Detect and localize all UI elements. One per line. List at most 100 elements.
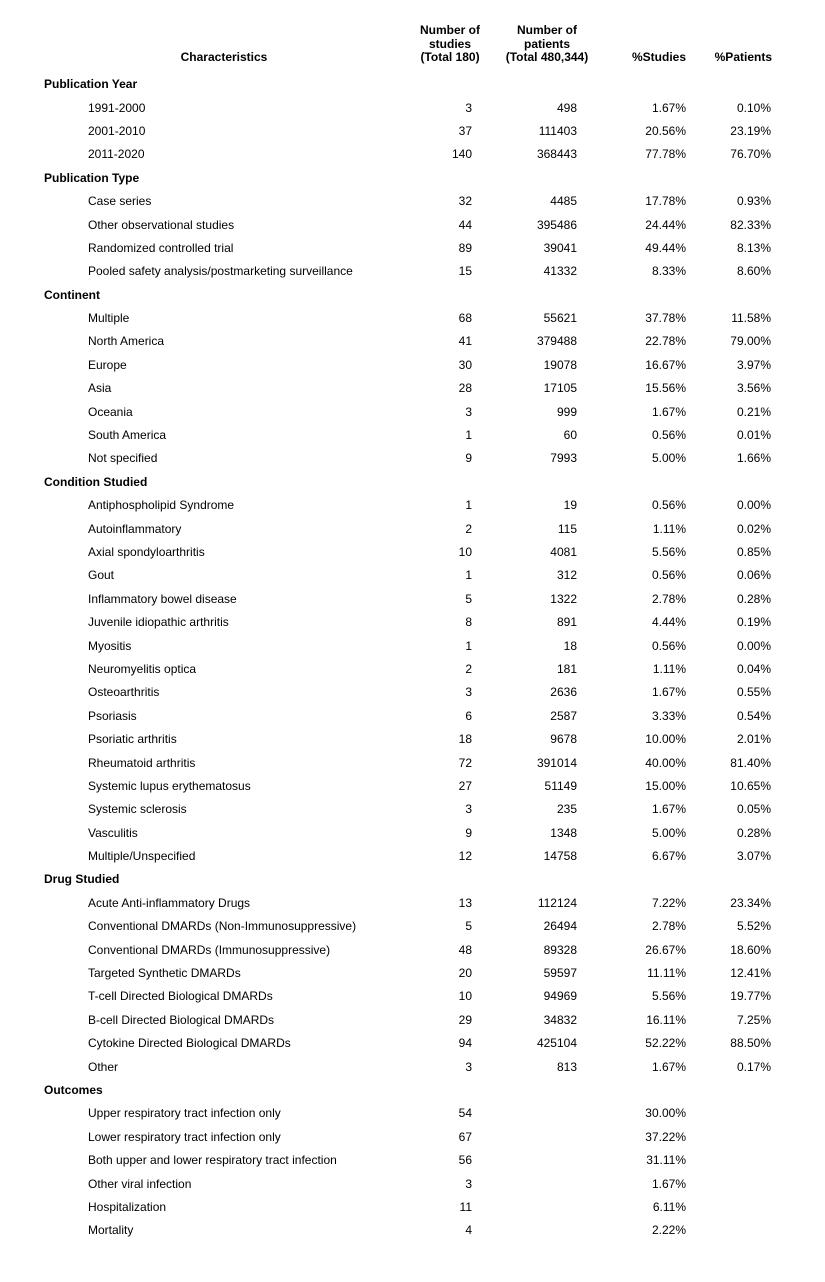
pct-patients: 0.85% (736, 545, 771, 559)
pct-patients: 3.07% (736, 849, 771, 864)
patients-count: 999 (556, 404, 577, 419)
pct-studies: 7.22% (651, 895, 686, 910)
studies-count: 27 (458, 778, 472, 793)
pct-patients: 0.28% (736, 591, 771, 606)
table-row: T-cell Directed Biological DMARDs 10 94969… (44, 985, 774, 1008)
table-row: Systemic lupus erythematosus 27 51149 15.00… (44, 774, 774, 797)
pct-studies: 11.11% (647, 966, 686, 981)
pct-patients: 76.70% (730, 147, 771, 162)
table-row: Neuromyelitis optica 2 181 1.11% 0.04% (44, 657, 774, 680)
patients-count: 17105 (543, 381, 577, 396)
row-label: Other observational studies (88, 217, 235, 232)
table-row: Conventional DMARDs (Non-Immunosuppressi… (44, 915, 774, 938)
section-title: Publication Type (44, 170, 140, 185)
pct-patients: 0.02% (736, 521, 771, 536)
col-header-pct-patients: %Patients (714, 50, 772, 64)
table-row: Conventional DMARDs (Immunosuppressive) 4… (44, 938, 774, 961)
table-row: Other observational studies 44 395486 24.44… (44, 213, 774, 236)
header-row: Characteristics Number of studies (Total… (44, 23, 774, 73)
row-label: Cytokine Directed Biological DMARDs (88, 1036, 291, 1051)
patients-count: 59597 (543, 966, 577, 981)
pct-studies: 22.78% (645, 334, 686, 349)
characteristics-table: Characteristics Number of studies (Total… (44, 23, 774, 1242)
table-row: Both upper and lower respiratory tract i… (44, 1148, 774, 1171)
pct-patients: 0.00% (736, 498, 771, 513)
patients-count: 19078 (543, 357, 577, 372)
table-row: Autoinflammatory 2 115 1.11% 0.02% (44, 517, 774, 540)
studies-count: 11 (459, 1199, 472, 1214)
row-label: 1991-2000 (88, 100, 146, 115)
studies-count: 10 (458, 545, 472, 559)
studies-count: 37 (458, 123, 472, 138)
studies-count: 41 (458, 334, 472, 349)
pct-studies: 31.11% (646, 1153, 686, 1168)
patients-count: 2587 (550, 708, 577, 723)
row-label: Hospitalization (88, 1199, 167, 1214)
row-label: Antiphospholipid Syndrome (88, 498, 235, 513)
studies-count: 48 (458, 942, 472, 957)
table-row: Antiphospholipid Syndrome 1 19 0.56% 0.00% (44, 494, 774, 517)
pct-patients (688, 1195, 774, 1218)
patients-count: 115 (557, 521, 577, 536)
studies-count: 20 (458, 966, 472, 981)
pct-studies: 15.56% (645, 381, 686, 396)
pct-patients: 0.21% (736, 404, 771, 419)
row-label: Myositis (88, 638, 132, 653)
table-row: Rheumatoid arthritis 72 391014 40.00% 81.40% (44, 751, 774, 774)
pct-studies: 3.33% (651, 708, 686, 723)
patients-count: 235 (556, 802, 577, 817)
pct-studies: 1.67% (651, 685, 686, 700)
pct-studies: 1.67% (651, 100, 686, 115)
pct-patients: 0.19% (736, 615, 771, 630)
patients-count: 19 (563, 498, 577, 513)
studies-count: 13 (458, 895, 472, 910)
pct-patients: 0.00% (736, 638, 771, 653)
studies-count: 4 (465, 1223, 472, 1238)
row-label: Gout (88, 568, 115, 583)
table-row: Osteoarthritis 3 2636 1.67% 0.55% (44, 681, 774, 704)
pct-patients: 88.50% (730, 1036, 771, 1051)
pct-patients: 0.28% (736, 825, 771, 840)
patients-count: 425104 (536, 1036, 577, 1051)
pct-studies: 0.56% (651, 638, 686, 653)
studies-count: 3 (465, 1176, 472, 1191)
pct-studies: 5.00% (651, 825, 686, 840)
section-header-row: Publication Type (44, 166, 774, 189)
row-label: Conventional DMARDs (Non-Immunosuppressi… (88, 919, 357, 934)
section-title: Outcomes (44, 1082, 103, 1097)
pct-studies: 1.67% (651, 1176, 686, 1191)
row-label: Juvenile idiopathic arthritis (88, 615, 229, 630)
pct-studies: 1.11% (652, 661, 686, 676)
pct-studies: 1.67% (651, 404, 686, 419)
pct-patients: 10.65% (730, 778, 771, 793)
studies-count: 8 (465, 615, 472, 630)
patients-count: 41332 (543, 264, 577, 279)
studies-count: 3 (465, 802, 472, 817)
studies-count: 29 (458, 1012, 472, 1027)
pct-patients: 81.40% (730, 755, 771, 770)
pct-studies: 5.56% (651, 545, 686, 559)
row-label: Inflammatory bowel disease (88, 591, 237, 606)
row-label: Psoriatic arthritis (88, 732, 177, 747)
table-row: Not specified 9 7993 5.00% 1.66% (44, 447, 774, 470)
patients-count (496, 1219, 598, 1242)
patients-count: 498 (556, 100, 577, 115)
studies-count: 5 (465, 591, 472, 606)
row-label: T-cell Directed Biological DMARDs (88, 989, 273, 1004)
patients-count: 18 (563, 638, 577, 653)
row-label: Other (88, 1059, 119, 1074)
row-label: North America (88, 334, 165, 349)
row-label: Targeted Synthetic DMARDs (88, 966, 241, 981)
pct-patients: 0.10% (736, 100, 771, 115)
pct-patients (688, 1219, 774, 1242)
pct-studies: 16.67% (645, 357, 686, 372)
col-header-characteristics: Characteristics (180, 50, 268, 64)
row-label: B-cell Directed Biological DMARDs (88, 1012, 275, 1027)
section-header-row: Drug Studied (44, 868, 774, 891)
pct-studies: 1.67% (651, 1059, 686, 1074)
pct-patients: 0.04% (736, 661, 771, 676)
row-label: Osteoarthritis (88, 685, 160, 700)
patients-count: 55621 (543, 311, 577, 326)
patients-count: 181 (556, 661, 577, 676)
pct-patients: 12.41% (730, 966, 771, 981)
